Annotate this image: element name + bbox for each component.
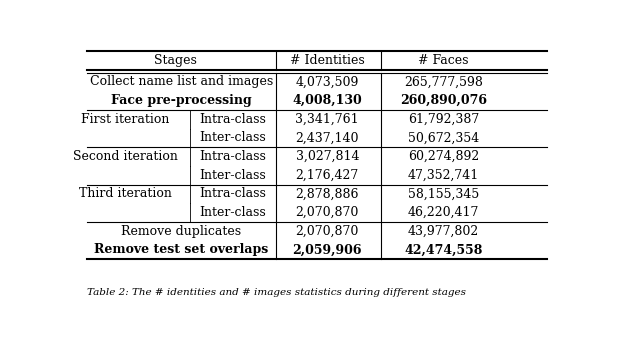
Text: Intra-class: Intra-class xyxy=(200,150,266,163)
Text: 2,176,427: 2,176,427 xyxy=(295,169,359,182)
Text: 3,341,761: 3,341,761 xyxy=(295,113,359,126)
Text: 60,274,892: 60,274,892 xyxy=(408,150,480,163)
Text: 265,777,598: 265,777,598 xyxy=(404,75,483,88)
Text: Inter-class: Inter-class xyxy=(200,206,266,219)
Text: Stages: Stages xyxy=(154,54,197,67)
Text: Third iteration: Third iteration xyxy=(78,187,172,200)
Text: 50,672,354: 50,672,354 xyxy=(408,131,480,144)
Text: Table 2: The # identities and # images statistics during different stages: Table 2: The # identities and # images s… xyxy=(87,288,466,296)
Text: Inter-class: Inter-class xyxy=(200,169,266,182)
Text: Intra-class: Intra-class xyxy=(200,113,266,126)
Text: 2,878,886: 2,878,886 xyxy=(295,187,359,200)
Text: 2,059,906: 2,059,906 xyxy=(292,243,362,256)
Text: # Identities: # Identities xyxy=(290,54,365,67)
Text: First iteration: First iteration xyxy=(81,113,169,126)
Text: Second iteration: Second iteration xyxy=(73,150,177,163)
Text: Collect name list and images: Collect name list and images xyxy=(90,75,273,88)
Text: 3,027,814: 3,027,814 xyxy=(295,150,359,163)
Text: 42,474,558: 42,474,558 xyxy=(404,243,483,256)
Text: 2,070,870: 2,070,870 xyxy=(295,206,359,219)
Text: 4,008,130: 4,008,130 xyxy=(292,94,362,107)
Text: 2,437,140: 2,437,140 xyxy=(295,131,359,144)
Text: 43,977,802: 43,977,802 xyxy=(408,225,480,238)
Text: 58,155,345: 58,155,345 xyxy=(408,187,480,200)
Text: 260,890,076: 260,890,076 xyxy=(400,94,487,107)
Text: 46,220,417: 46,220,417 xyxy=(408,206,480,219)
Text: Remove duplicates: Remove duplicates xyxy=(121,225,242,238)
Text: 4,073,509: 4,073,509 xyxy=(295,75,359,88)
Text: Intra-class: Intra-class xyxy=(200,187,266,200)
Text: Remove test set overlaps: Remove test set overlaps xyxy=(95,243,269,256)
Text: # Faces: # Faces xyxy=(418,54,469,67)
Text: 2,070,870: 2,070,870 xyxy=(295,225,359,238)
Text: Inter-class: Inter-class xyxy=(200,131,266,144)
Text: 47,352,741: 47,352,741 xyxy=(408,169,480,182)
Text: Face pre-processing: Face pre-processing xyxy=(111,94,252,107)
Text: 61,792,387: 61,792,387 xyxy=(408,113,480,126)
